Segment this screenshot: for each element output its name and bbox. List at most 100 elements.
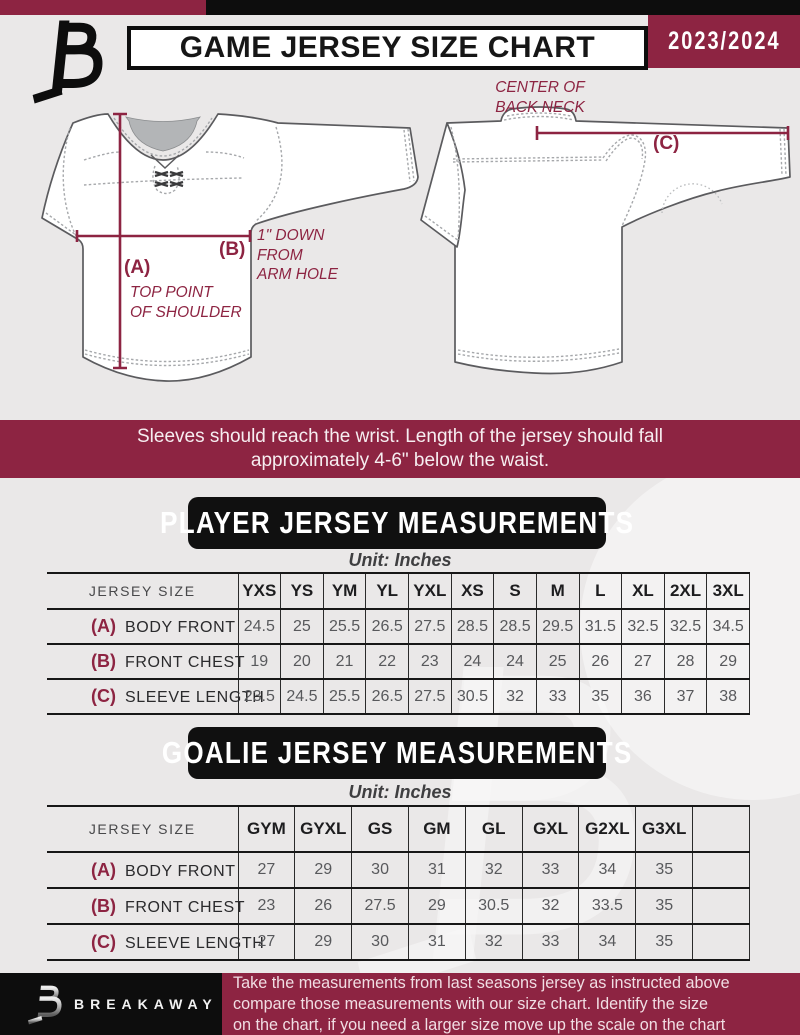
value-cell: 31.5: [578, 609, 622, 644]
front-jersey-diagram: [41, 112, 419, 382]
value-cell: 29.5: [535, 609, 579, 644]
row-key: (B): [91, 651, 116, 671]
value-cell: 36: [621, 679, 665, 714]
goalie-section-badge: GOALIE JERSEY MEASUREMENTS: [162, 727, 631, 779]
row-name: FRONT CHEST: [125, 898, 246, 916]
size-header-cell: YS: [280, 573, 324, 609]
note-top-point-of-shoulder: TOP POINT OF SHOULDER: [130, 284, 242, 321]
fit-instruction-banner: Sleeves should reach the wrist. Length o…: [0, 420, 800, 478]
measure-line-a: [113, 112, 127, 370]
value-cell: 25: [535, 644, 579, 679]
footer-brand-name: BREAKAWAY: [74, 996, 218, 1012]
footer-brand-panel: BREAKAWAY: [0, 973, 222, 1035]
value-cell: 32: [464, 852, 523, 888]
measure-line-b: [75, 230, 252, 242]
row-key: (A): [91, 859, 116, 880]
player-unit-label: Unit: Inches: [348, 550, 452, 570]
value-cell: 30.5: [464, 888, 523, 924]
size-header-cell: M: [535, 573, 579, 609]
value-cell: 26: [294, 888, 352, 924]
value-cell: 20: [280, 644, 324, 679]
goalie-size-table: JERSEY SIZE GYM GYXL GS GM GL GXL G2XL G…: [47, 805, 750, 961]
label-b: (B): [219, 239, 246, 260]
size-header-cell: GM: [407, 806, 466, 852]
value-cell: 28: [663, 644, 707, 679]
value-cell: 24.5: [237, 609, 281, 644]
row-label-cell: (A) BODY FRONT: [47, 609, 238, 644]
note-down-from-arm-hole: 1" DOWN FROM ARM HOLE: [257, 227, 338, 283]
row-label-cell: (A) BODY FRONT: [47, 852, 238, 888]
value-cell: 26: [578, 644, 622, 679]
row-name: BODY FRONT: [125, 619, 236, 636]
goalie-row-front-chest: (B) FRONT CHEST 23 26 27.5 29 30.5 32 33.…: [47, 888, 750, 924]
goalie-section-title: GOALIE JERSEY MEASUREMENTS: [161, 735, 633, 770]
footer-instructions-panel: Take the measurements from last seasons …: [222, 973, 800, 1035]
size-header-cell: L: [578, 573, 622, 609]
value-cell: 27.5: [408, 609, 452, 644]
value-cell: 28.5: [450, 609, 494, 644]
row-name: FRONT CHEST: [125, 654, 246, 671]
value-cell: 28.5: [493, 609, 537, 644]
size-header-cell: YXS: [237, 573, 281, 609]
label-a: (A): [124, 257, 151, 278]
value-cell: 35: [635, 888, 693, 924]
value-cell: 32.5: [621, 609, 665, 644]
collar-lace: [154, 170, 184, 188]
value-cell: 27: [237, 852, 295, 888]
size-header-cell: 3XL: [706, 573, 750, 609]
goalie-header-row: JERSEY SIZE GYM GYXL GS GM GL GXL G2XL G…: [47, 806, 750, 852]
size-header-cell: [692, 806, 750, 852]
value-cell: 32: [493, 679, 537, 714]
value-cell: 35: [635, 924, 693, 960]
measure-line-c: [535, 126, 790, 140]
note-center-of-back-neck: CENTER OF BACK NECK: [495, 79, 585, 116]
value-cell: 33: [535, 679, 579, 714]
row-key: (C): [91, 686, 116, 706]
row-name: SLEEVE LENGTH: [125, 934, 265, 952]
value-cell: 23: [237, 888, 295, 924]
value-cell: 25.5: [322, 679, 366, 714]
value-cell: 37: [663, 679, 707, 714]
goalie-row-body-front: (A) BODY FRONT 27 29 30 31 32 33 34 35: [47, 852, 750, 888]
row-name: BODY FRONT: [125, 862, 236, 880]
value-cell: 24: [450, 644, 494, 679]
value-cell: 30: [351, 924, 409, 960]
value-cell: 27.5: [351, 888, 409, 924]
back-jersey-diagram: [420, 106, 791, 375]
value-cell: 33: [521, 924, 579, 960]
size-header-cell: XS: [450, 573, 494, 609]
corner-cell: JERSEY SIZE: [88, 583, 196, 599]
size-header-cell: 2XL: [663, 573, 707, 609]
value-cell: 34: [578, 852, 636, 888]
value-cell: 32: [464, 924, 523, 960]
size-header-cell: GXL: [521, 806, 579, 852]
value-cell: 35: [635, 852, 693, 888]
value-cell: 35: [578, 679, 622, 714]
value-cell: 29: [407, 888, 466, 924]
value-cell: 30.5: [450, 679, 494, 714]
player-row-sleeve-length: (C) SLEEVE LENGTH 23.5 24.5 25.5 26.5 27.…: [47, 679, 750, 714]
value-cell: 25.5: [322, 609, 366, 644]
top-accent-strip-black: [206, 0, 800, 15]
value-cell: 30: [351, 852, 409, 888]
player-section-badge: PLAYER JERSEY MEASUREMENTS: [160, 497, 633, 549]
player-row-body-front: (A) BODY FRONT 24.5 25 25.5 26.5 27.5 28.…: [47, 609, 750, 644]
fit-instruction-text: Sleeves should reach the wrist. Length o…: [137, 426, 663, 471]
value-cell: 32: [521, 888, 579, 924]
player-section-title: PLAYER JERSEY MEASUREMENTS: [159, 505, 635, 540]
value-cell: 27: [237, 924, 295, 960]
row-key: (A): [91, 616, 116, 636]
size-header-cell: GS: [351, 806, 409, 852]
front-jersey-outline: [41, 113, 419, 382]
value-cell: 25: [280, 609, 324, 644]
size-header-cell: YXL: [408, 573, 452, 609]
player-header-row: JERSEY SIZE YXS YS YM YL YXL XS S M L XL…: [47, 573, 750, 609]
value-cell: 27: [621, 644, 665, 679]
season-label: 2023/2024: [667, 27, 781, 55]
row-label-cell: (B) FRONT CHEST: [47, 644, 244, 679]
footer-instructions-text: Take the measurements from last seasons …: [233, 973, 730, 1034]
value-cell: 23: [408, 644, 452, 679]
size-header-cell: GYXL: [294, 806, 352, 852]
row-name: SLEEVE LENGTH: [125, 689, 265, 706]
